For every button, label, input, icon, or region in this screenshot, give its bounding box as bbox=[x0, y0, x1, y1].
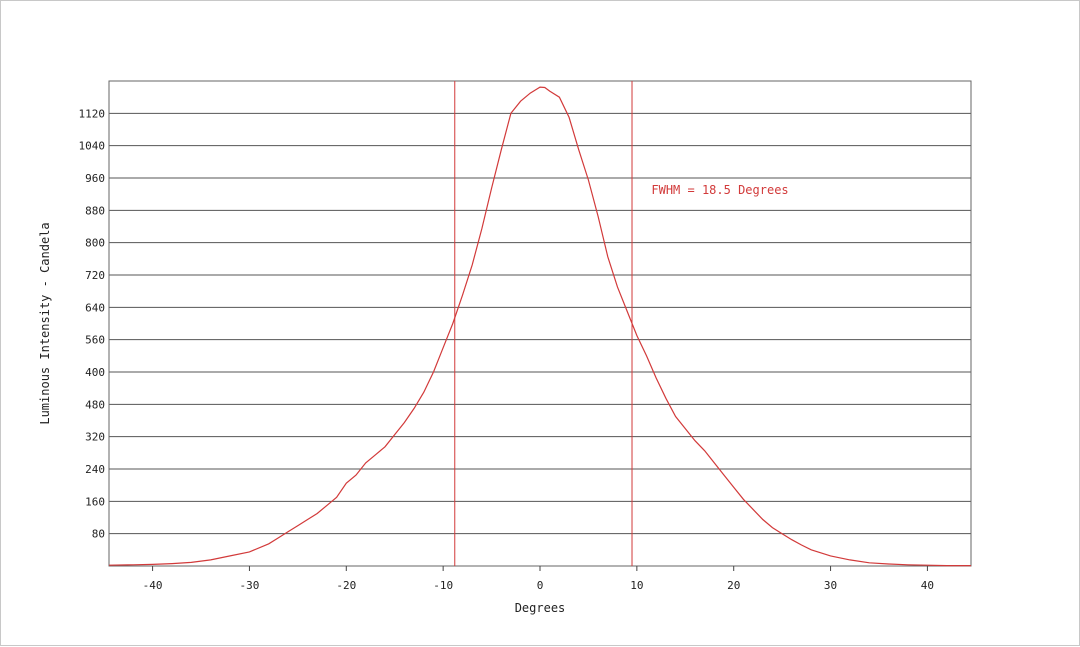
y-tick-label: 640 bbox=[85, 301, 105, 314]
x-tick-label: -30 bbox=[240, 579, 260, 592]
fwhm-markers bbox=[454, 81, 633, 566]
x-tick-label: -10 bbox=[433, 579, 453, 592]
y-tick-label: 240 bbox=[85, 463, 105, 476]
y-tick-label: 1040 bbox=[79, 140, 106, 153]
y-tick-label: 80 bbox=[92, 528, 105, 541]
gridlines bbox=[109, 112, 971, 535]
y-tick-label: 720 bbox=[85, 269, 105, 282]
fwhm-annotation: FWHM = 18.5 Degrees bbox=[651, 183, 788, 197]
y-tick-label: 160 bbox=[85, 495, 105, 508]
y-axis-label: Luminous Intensity - Candela bbox=[38, 222, 52, 424]
x-tick-label: 30 bbox=[824, 579, 837, 592]
x-axis-label: Degrees bbox=[515, 601, 566, 615]
x-tick-label: 20 bbox=[727, 579, 740, 592]
x-tick-label: -20 bbox=[336, 579, 356, 592]
y-tick-label: 560 bbox=[85, 334, 105, 347]
y-tick-label: 800 bbox=[85, 237, 105, 250]
x-tick-label: -40 bbox=[143, 579, 163, 592]
y-axis-ticks: 80 160 240 320 480 400 560 640 720 800 880 960 1040 1… bbox=[79, 107, 106, 540]
x-axis-ticks: -40 -30 -20 -10 0 10 20 30 40 bbox=[143, 566, 934, 592]
x-tick-label: 0 bbox=[537, 579, 544, 592]
y-tick-label: 1120 bbox=[79, 107, 106, 120]
x-tick-label: 10 bbox=[630, 579, 643, 592]
y-tick-label: 320 bbox=[85, 431, 105, 444]
y-tick-label: 880 bbox=[85, 204, 105, 217]
intensity-curve bbox=[108, 86, 971, 567]
y-tick-label: 480 bbox=[85, 398, 105, 411]
plot-area-border bbox=[108, 80, 972, 567]
y-tick-label: 960 bbox=[85, 172, 105, 185]
x-tick-label: 40 bbox=[921, 579, 934, 592]
y-tick-label: 400 bbox=[85, 366, 105, 379]
